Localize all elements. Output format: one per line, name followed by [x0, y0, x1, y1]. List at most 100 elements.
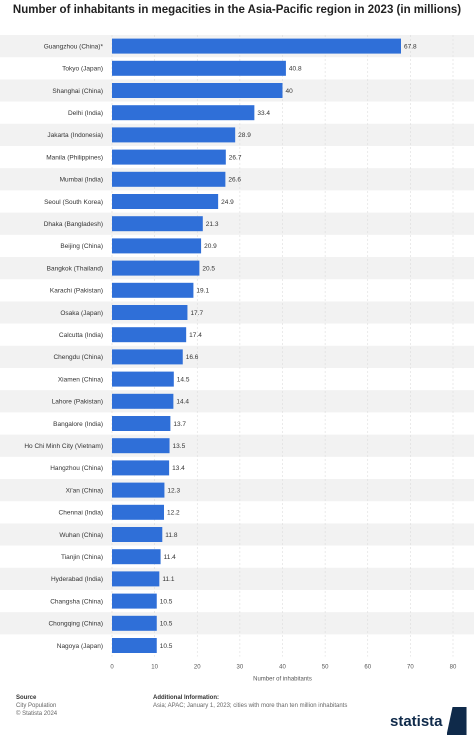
category-label: Xi'an (China): [66, 487, 103, 494]
category-label: Chongqing (China): [48, 621, 103, 628]
category-label: Lahore (Pakistan): [52, 399, 103, 406]
bar: [112, 327, 187, 343]
data-label: 26.7: [229, 154, 242, 161]
bar: [112, 60, 286, 76]
data-label: 16.6: [186, 354, 199, 361]
bar: [112, 416, 171, 431]
category-label: Wuhan (China): [59, 532, 103, 539]
category-label: Xiamen (China): [58, 376, 103, 383]
category-label: Seoul (South Korea): [44, 199, 103, 206]
data-label: 14.5: [177, 376, 190, 383]
bar: [112, 260, 200, 276]
bar: [112, 549, 161, 565]
data-label: 21.3: [206, 221, 219, 228]
category-label: Shanghai (China): [52, 88, 103, 95]
bar: [112, 638, 157, 653]
category-label: Beijing (China): [60, 243, 103, 250]
bar: [112, 349, 183, 365]
data-label: 33.4: [257, 110, 270, 117]
data-label: 20.9: [204, 243, 217, 250]
bar: [112, 127, 236, 143]
source-line-1: City Population: [16, 703, 57, 709]
additional-info-block: Additional Information: Asia; APAC; Janu…: [153, 694, 383, 710]
bar: [112, 593, 157, 609]
bar: [112, 460, 170, 476]
x-tick-label: 30: [237, 665, 244, 671]
category-label: Guangzhou (China)*: [44, 43, 104, 50]
category-label: Chengdu (China): [53, 354, 103, 361]
category-label: Karachi (Pakistan): [50, 288, 103, 295]
bar: [112, 194, 219, 209]
data-label: 13.7: [173, 421, 186, 428]
x-tick-label: 20: [194, 665, 201, 671]
category-label: Dhaka (Bangladesh): [44, 221, 103, 228]
category-label: Calcutta (India): [59, 332, 103, 339]
data-label: 10.5: [160, 621, 173, 628]
data-label: 19.1: [196, 288, 209, 295]
category-label: Bangkok (Thailand): [47, 265, 103, 272]
x-tick-label: 10: [151, 665, 158, 671]
brand-flag-icon: [446, 707, 467, 735]
x-axis-label: Number of inhabitants: [253, 677, 312, 683]
source-line-2: © Statista 2024: [16, 711, 58, 717]
bar: [112, 571, 160, 587]
category-label: Osaka (Japan): [60, 310, 103, 317]
category-label: Delhi (India): [68, 110, 103, 117]
data-label: 11.8: [165, 532, 178, 539]
category-label: Mumbai (India): [60, 177, 103, 184]
category-label: Hyderabad (India): [51, 576, 103, 583]
bar: [112, 238, 202, 254]
x-tick-label: 50: [322, 665, 329, 671]
source-block: Source City Population © Statista 2024: [16, 694, 57, 718]
category-label: Hangzhou (China): [50, 465, 103, 472]
bar: [112, 83, 283, 98]
info-text: Asia; APAC; January 1, 2023; cities with…: [153, 703, 348, 709]
bar: [112, 305, 188, 320]
bar: [112, 282, 194, 298]
data-label: 11.1: [162, 576, 175, 583]
bar: [112, 482, 165, 498]
data-label: 28.9: [238, 132, 251, 139]
bar: [112, 615, 157, 631]
x-tick-label: 0: [110, 665, 114, 671]
x-tick-label: 40: [279, 665, 286, 671]
category-label: Jakarta (Indonesia): [47, 132, 103, 139]
bar: [112, 216, 203, 232]
bar: [112, 171, 226, 187]
category-label: Tokyo (Japan): [62, 66, 103, 73]
bar: [112, 393, 174, 409]
x-tick-label: 80: [450, 665, 457, 671]
data-label: 13.4: [172, 465, 185, 472]
x-tick-label: 60: [364, 665, 371, 671]
statista-logo[interactable]: statista: [384, 707, 474, 735]
source-heading: Source: [16, 695, 37, 701]
bar: [112, 504, 165, 520]
category-label: Nagoya (Japan): [57, 643, 103, 650]
category-label: Ho Chi Minh City (Vietnam): [24, 443, 103, 450]
data-label: 10.5: [160, 643, 173, 650]
bar: [112, 371, 174, 387]
category-label: Changsha (China): [50, 598, 103, 605]
x-tick-label: 70: [407, 665, 414, 671]
data-label: 40: [286, 88, 294, 95]
info-heading: Additional Information:: [153, 695, 219, 701]
brand-text: statista: [390, 712, 443, 730]
data-label: 10.5: [160, 598, 173, 605]
category-label: Bangalore (India): [53, 421, 103, 428]
data-label: 67.8: [404, 43, 417, 50]
bar: [112, 105, 255, 121]
bar-chart: Guangzhou (China)* 67.8 Tokyo (Japan) 40.8 S…: [0, 35, 474, 683]
category-label: Manila (Philippines): [46, 154, 103, 161]
chart-title: Number of inhabitants in megacities in t…: [12, 4, 462, 16]
data-label: 17.4: [189, 332, 202, 339]
category-label: Tianjin (China): [61, 554, 103, 561]
data-label: 12.3: [167, 487, 180, 494]
data-label: 20.5: [202, 265, 215, 272]
data-label: 17.7: [190, 310, 203, 317]
data-label: 13.5: [173, 443, 186, 450]
data-label: 14.4: [176, 399, 189, 406]
bar: [112, 438, 170, 454]
data-label: 40.8: [289, 66, 302, 73]
bar: [112, 38, 401, 54]
data-label: 26.6: [228, 177, 241, 184]
